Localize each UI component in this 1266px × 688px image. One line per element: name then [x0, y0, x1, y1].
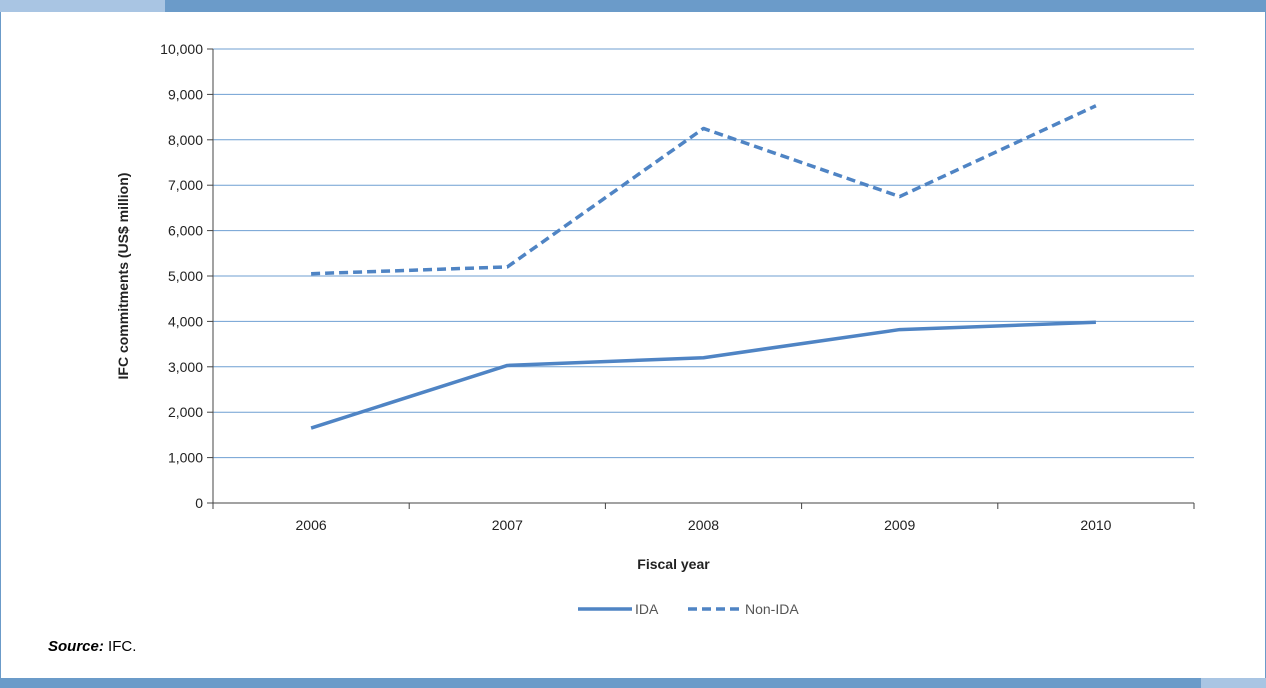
x-tick-label: 2009 — [884, 517, 915, 533]
series-line-ida — [310, 320, 1096, 430]
left-border — [0, 12, 1, 678]
x-tick-label: 2006 — [296, 517, 327, 533]
source-label: Source: — [48, 638, 104, 655]
bottom-banner-bar — [0, 678, 1266, 688]
bottom-banner-accent — [1201, 678, 1266, 688]
legend: IDA Non-IDA — [578, 601, 799, 617]
series-lines — [310, 104, 1097, 430]
x-tick-labels: 2006 2007 2008 2009 2010 — [296, 517, 1112, 533]
y-tick-label: 10,000 — [160, 41, 203, 57]
y-tick-label: 5,000 — [168, 268, 203, 284]
y-axis-label: IFC commitments (US$ million) — [115, 173, 131, 380]
line-chart: 0 1,000 2,000 3,000 4,000 5,000 6,000 7,000 8,00… — [115, 41, 1195, 617]
series-line-non-ida — [311, 104, 1097, 276]
legend-label-ida: IDA — [635, 601, 659, 617]
source-text: IFC. — [103, 638, 137, 655]
x-tick-label: 2007 — [492, 517, 523, 533]
y-tick-label: 7,000 — [168, 177, 203, 193]
y-tick-label: 4,000 — [168, 313, 203, 329]
grid-lines — [213, 48, 1194, 459]
y-tick-label: 3,000 — [168, 359, 203, 375]
source-note: Source: IFC. — [48, 638, 136, 655]
legend-label-non-ida: Non-IDA — [745, 601, 799, 617]
top-banner-bar — [0, 0, 1266, 12]
y-tick-label: 1,000 — [168, 450, 203, 466]
y-tick-label: 0 — [195, 495, 203, 511]
x-tick-label: 2008 — [688, 517, 719, 533]
y-tick-label: 9,000 — [168, 86, 203, 102]
axes — [207, 48, 1195, 509]
x-axis-label: Fiscal year — [637, 556, 710, 572]
y-tick-label: 2,000 — [168, 404, 203, 420]
y-tick-label: 8,000 — [168, 132, 203, 148]
x-tick-label: 2010 — [1080, 517, 1111, 533]
y-tick-label: 6,000 — [168, 223, 203, 239]
y-tick-labels: 0 1,000 2,000 3,000 4,000 5,000 6,000 7,000 8,00… — [160, 41, 203, 511]
top-banner-accent — [0, 0, 165, 12]
